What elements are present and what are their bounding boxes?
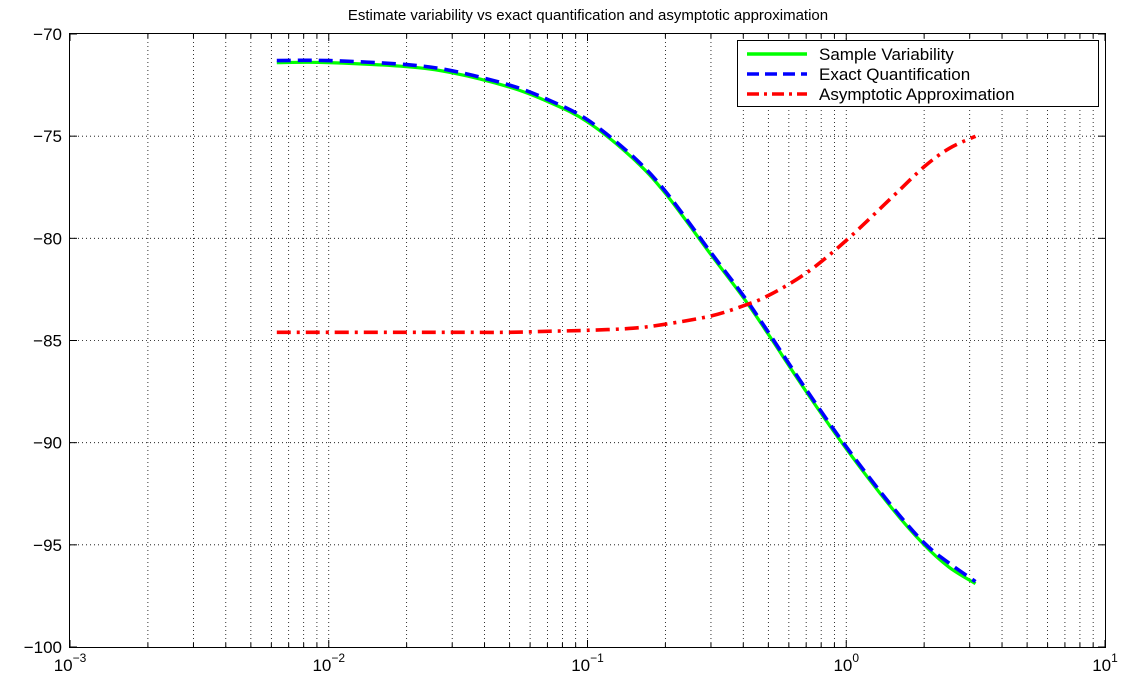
- x-tick-label: 10−2: [312, 651, 345, 675]
- x-tick-exponent: 1: [1111, 651, 1118, 665]
- chart-title: Estimate variability vs exact quantifica…: [348, 7, 828, 24]
- tick-layer: 10−3 10−2 10−1 100 101−70−75−80−85−90−95−100: [24, 25, 1118, 675]
- x-tick-base: 10: [1092, 656, 1111, 675]
- series-layer: [276, 58, 977, 586]
- x-tick-base: 10: [312, 656, 331, 675]
- y-tick-label: −100: [24, 638, 62, 657]
- series-line-exact-quantification: [276, 58, 977, 584]
- x-tick-label: 10−3: [54, 651, 87, 675]
- y-tick-label: −95: [33, 536, 62, 555]
- y-tick-label: −80: [33, 229, 62, 248]
- plot-area: [69, 33, 1106, 648]
- x-tick-exponent: −1: [590, 651, 604, 665]
- series-line-sample-variability: [276, 60, 977, 586]
- x-tick-base: 10: [833, 656, 852, 675]
- legend-label: Sample Variability: [819, 45, 954, 64]
- y-tick-label: −70: [33, 25, 62, 44]
- y-tick-label: −85: [33, 332, 62, 351]
- x-tick-base: 10: [54, 656, 73, 675]
- legend-label: Exact Quantification: [819, 65, 970, 84]
- y-tick-label: −75: [33, 127, 62, 146]
- x-tick-label: 101: [1092, 651, 1118, 675]
- y-tick-label: −90: [33, 434, 62, 453]
- x-tick-exponent: −3: [73, 651, 87, 665]
- x-tick-label: 10−1: [571, 651, 604, 675]
- x-tick-base: 10: [571, 656, 590, 675]
- grid-layer: [70, 34, 1105, 647]
- series-line-asymptotic-approximation: [276, 134, 977, 335]
- legend-label: Asymptotic Approximation: [819, 85, 1015, 104]
- x-tick-label: 100: [833, 651, 859, 675]
- x-tick-exponent: −2: [331, 651, 345, 665]
- x-tick-exponent: 0: [852, 651, 859, 665]
